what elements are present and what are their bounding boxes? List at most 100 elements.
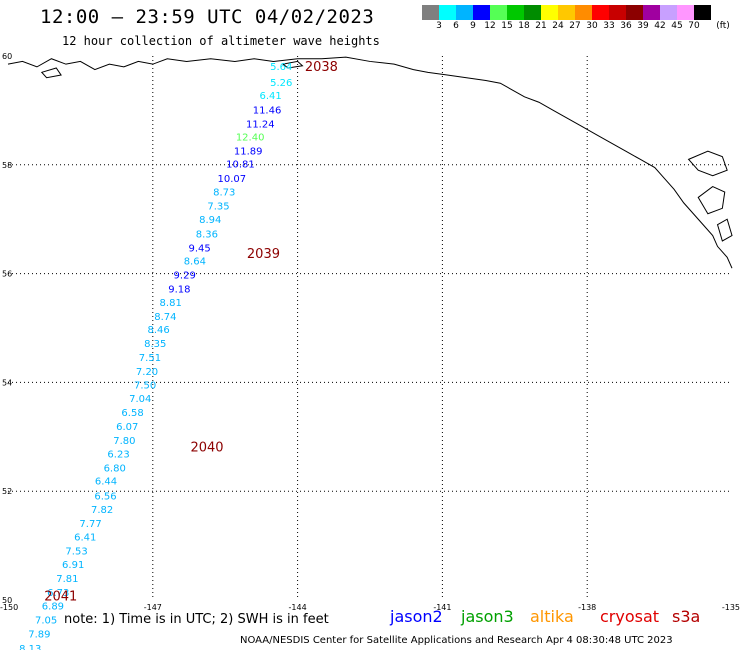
legend-swatch (490, 5, 507, 20)
coastline-main (7, 56, 733, 269)
legend-swatch (439, 5, 456, 20)
satellite-name: jason3 (461, 607, 514, 626)
wave-height-value: 11.24 (246, 119, 275, 130)
legend-label: 24 (552, 21, 564, 31)
longitude-label: -138 (578, 603, 596, 612)
altimeter-track: 5.64 5.26 6.41 11.46 11.24 12.40 11.89 10.81 10.… (19, 62, 292, 650)
wave-height-value: 6.07 (116, 422, 138, 433)
pass-number-label: 2038 (305, 60, 338, 75)
wave-height-value: 9.45 (189, 243, 211, 254)
longitude-label: -147 (144, 603, 162, 612)
island-outline (716, 218, 733, 242)
wave-height-value: 9.29 (174, 271, 196, 282)
wave-height-value: 7.35 (207, 202, 229, 213)
wave-height-value: 8.74 (154, 312, 176, 323)
pass-labels: 2038 2039 2040 2041 (44, 60, 338, 605)
wave-height-value: 5.26 (270, 78, 292, 89)
longitude-label: -135 (722, 603, 740, 612)
wave-height-value: 7.04 (129, 394, 151, 405)
legend-swatch (694, 5, 711, 20)
wave-height-value: 8.81 (160, 298, 182, 309)
longitude-label: -150 (0, 603, 18, 612)
wave-height-value: 6.41 (74, 532, 96, 543)
wave-height-value: 7.82 (91, 505, 113, 516)
footer-note: note: 1) Time is in UTC; 2) SWH is in fe… (64, 612, 329, 627)
legend-swatch (575, 5, 592, 20)
satellite-name: s3a (672, 607, 701, 626)
legend-unit: (ft) (716, 21, 730, 31)
longitude-label: -141 (433, 603, 451, 612)
wave-height-value: 7.80 (113, 436, 135, 447)
legend-swatch (422, 5, 439, 20)
legend-label: 70 (688, 21, 700, 31)
latitude-label: 58 (2, 161, 12, 170)
wave-height-value: 7.50 (134, 381, 156, 392)
wave-height-value: 6.23 (107, 450, 129, 461)
island-outline (281, 60, 304, 69)
legend-label: 15 (501, 21, 513, 31)
legend-swatch (473, 5, 490, 20)
legend-swatch (609, 5, 626, 20)
legend-label: 30 (586, 21, 598, 31)
wave-height-value: 6.91 (62, 560, 84, 571)
legend-label: 42 (654, 21, 666, 31)
wave-height-value: 6.89 (42, 601, 64, 612)
legend-swatch (626, 5, 643, 20)
wave-height-value: 8.35 (144, 339, 166, 350)
latitude-label: 54 (2, 378, 12, 387)
pass-number-label: 2040 (190, 441, 223, 456)
pass-number-label: 2039 (247, 247, 280, 262)
wave-height-value: 11.46 (253, 105, 282, 116)
island-outline (697, 185, 726, 215)
legend-swatch (558, 5, 575, 20)
coastline (7, 56, 733, 269)
latitude-label: 50 (2, 596, 12, 605)
wave-height-value: 6.80 (104, 463, 126, 474)
wave-height-value: 6.41 (259, 91, 281, 102)
wave-height-value: 8.46 (147, 325, 169, 336)
wave-height-value: 11.89 (234, 147, 263, 158)
longitude-label: -144 (289, 603, 307, 612)
legend-swatch (643, 5, 660, 20)
color-legend: 3 6 9 12 15 18 21 24 27 30 33 36 39 42 45 70 (ft) (422, 5, 730, 34)
legend-swatches (422, 5, 711, 20)
wave-height-value: 9.18 (168, 284, 190, 295)
legend-label: 33 (603, 21, 615, 31)
wave-height-value: 10.81 (226, 160, 255, 171)
satellite-name: jason2 (390, 607, 443, 626)
legend-label: 45 (671, 21, 683, 31)
legend-label: 21 (535, 21, 547, 31)
legend-swatch (592, 5, 609, 20)
wave-height-value: 8.94 (199, 215, 221, 226)
wave-height-value: 8.36 (196, 229, 218, 240)
wave-height-value: 7.05 (35, 616, 57, 627)
page-title: 12:00 – 23:59 UTC 04/02/2023 (40, 6, 375, 28)
wave-height-value: 7.53 (65, 546, 87, 557)
wave-height-value: 8.64 (184, 257, 206, 268)
satellite-name: altika (530, 607, 574, 626)
island-outline (687, 150, 728, 177)
wave-height-value: 10.07 (217, 174, 246, 185)
wave-height-value: 7.89 (28, 630, 50, 641)
axis-labels: 60 58 56 54 52 50-150 -147 -144 -141 -138 -135 (0, 52, 740, 612)
pass-number-label: 2041 (44, 590, 77, 605)
latitude-label: 52 (2, 487, 12, 496)
island-outline (40, 67, 62, 79)
legend-label: 6 (453, 21, 459, 31)
satellite-name: cryosat (600, 607, 660, 626)
wave-height-value: 12.40 (236, 133, 265, 144)
legend-label: 36 (620, 21, 632, 31)
legend-label: 18 (518, 21, 530, 31)
wave-height-value: 5.64 (270, 62, 292, 73)
wave-height-value: 7.77 (79, 519, 101, 530)
latitude-label: 56 (2, 270, 12, 279)
legend-swatch (677, 5, 694, 20)
legend-labels: 3 6 9 12 15 18 21 24 27 30 33 36 39 42 45 70 (ft) (422, 20, 730, 34)
wave-height-value: 7.51 (139, 353, 161, 364)
legend-label: 3 (436, 21, 442, 31)
latitude-label: 60 (2, 52, 12, 61)
wave-height-value: 6.56 (94, 492, 116, 503)
wave-height-value: 8.13 (19, 644, 41, 650)
legend-label: 27 (569, 21, 581, 31)
